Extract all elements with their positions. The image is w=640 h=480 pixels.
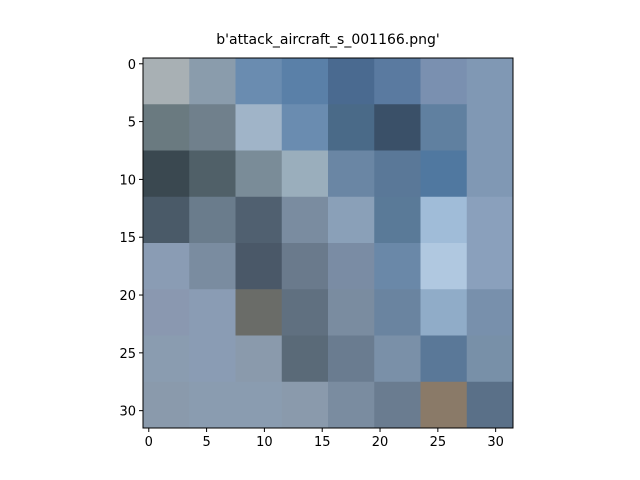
pixel-block: [143, 335, 190, 383]
pixel-block: [143, 104, 190, 151]
x-tick-label: 5: [202, 435, 210, 450]
pixel-block: [374, 335, 421, 383]
y-tick-label: 20: [119, 289, 136, 304]
pixel-block: [466, 196, 514, 244]
pixel-block: [235, 58, 283, 105]
pixel-block: [420, 196, 468, 244]
pixel-block: [143, 243, 190, 290]
x-tick-label: 20: [372, 435, 389, 450]
pixel-block: [466, 381, 514, 429]
pixel-block: [143, 150, 190, 198]
pixel-block: [328, 196, 375, 244]
pixel-block: [420, 150, 468, 198]
pixel-block: [189, 58, 236, 105]
pixel-block: [420, 243, 468, 290]
y-tick-label: 15: [119, 231, 136, 246]
pixel-block: [281, 150, 329, 198]
pixel-block: [143, 381, 190, 429]
x-tick-label: 10: [256, 435, 273, 450]
x-tick-label: 15: [314, 435, 331, 450]
pixel-block: [328, 381, 375, 429]
pixel-block: [374, 381, 421, 429]
y-tick-label: 5: [128, 116, 136, 131]
pixel-block: [466, 289, 514, 336]
pixel-block: [189, 150, 236, 198]
pixel-block: [281, 381, 329, 429]
y-tick-label: 30: [119, 405, 136, 420]
pixel-block: [328, 243, 375, 290]
pixel-block: [420, 104, 468, 151]
y-tick-label: 0: [128, 58, 136, 73]
pixel-block: [466, 150, 514, 198]
pixel-block: [466, 58, 514, 105]
pixel-block: [189, 196, 236, 244]
pixel-block: [235, 335, 283, 383]
pixel-block: [420, 381, 468, 429]
pixel-block: [235, 104, 283, 151]
pixel-block: [281, 335, 329, 383]
pixel-block: [374, 104, 421, 151]
pixel-block: [189, 335, 236, 383]
pixel-block: [143, 196, 190, 244]
pixel-block: [189, 104, 236, 151]
pixel-block: [374, 289, 421, 336]
pixel-block: [189, 381, 236, 429]
pixel-block: [281, 58, 329, 105]
x-tick-label: 0: [145, 435, 153, 450]
pixel-block: [235, 289, 283, 336]
pixel-block: [328, 150, 375, 198]
pixel-block: [328, 58, 375, 105]
pixel-block: [235, 381, 283, 429]
pixel-block: [281, 243, 329, 290]
pixel-block: [466, 243, 514, 290]
pixel-block: [328, 335, 375, 383]
pixel-block: [235, 243, 283, 290]
pixel-block: [374, 196, 421, 244]
pixel-block: [374, 150, 421, 198]
pixel-block: [143, 58, 190, 105]
x-tick-label: 30: [487, 435, 504, 450]
pixel-block: [235, 150, 283, 198]
pixel-block: [143, 289, 190, 336]
y-tick-label: 10: [119, 173, 136, 188]
pixel-block: [281, 289, 329, 336]
pixel-block: [189, 243, 236, 290]
pixel-block: [420, 58, 468, 105]
pixel-block: [328, 289, 375, 336]
pixel-block: [420, 335, 468, 383]
x-tick-label: 25: [430, 435, 447, 450]
chart-title: b'attack_aircraft_s_001166.png': [216, 32, 439, 48]
pixel-block: [374, 58, 421, 105]
pixel-block: [189, 289, 236, 336]
pixel-block: [466, 335, 514, 383]
pixel-block: [420, 289, 468, 336]
y-tick-label: 25: [119, 347, 136, 362]
axes-frame: [142, 57, 514, 429]
pixel-block: [235, 196, 283, 244]
pixel-block: [374, 243, 421, 290]
pixel-block: [281, 104, 329, 151]
pixel-block: [328, 104, 375, 151]
pixel-block: [281, 196, 329, 244]
pixel-block: [466, 104, 514, 151]
